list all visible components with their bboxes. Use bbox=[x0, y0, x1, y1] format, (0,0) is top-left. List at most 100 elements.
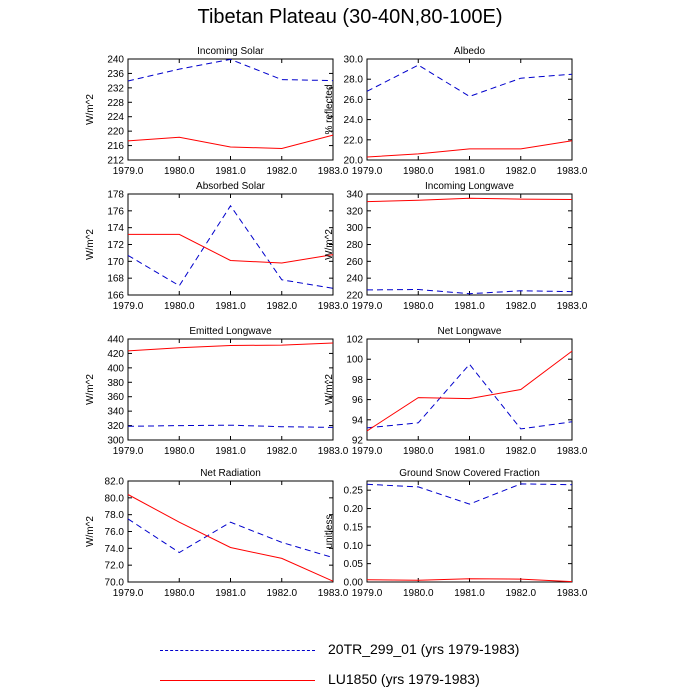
x-tick-label: 1979.0 bbox=[352, 588, 383, 599]
y-tick-label: 232 bbox=[107, 83, 124, 94]
y-tick-label: 380 bbox=[107, 378, 124, 389]
panel-net-radiation: Net Radiation W/m^2 70.0 72.0 74.0 76.0 78.0 80… bbox=[85, 468, 349, 599]
y-tick-label: 170 bbox=[107, 257, 124, 268]
y-tick-label: 98 bbox=[352, 375, 364, 386]
y-tick-label: 228 bbox=[107, 98, 124, 109]
y-tick-label: 94 bbox=[352, 415, 364, 426]
y-tick-label: 172 bbox=[107, 240, 124, 251]
x-tick-label: 1983.0 bbox=[557, 301, 588, 312]
x-tick-label: 1981.0 bbox=[454, 301, 485, 312]
y-tick-label: 440 bbox=[107, 335, 124, 346]
panel-title: Incoming Solar bbox=[197, 46, 264, 57]
x-tick-label: 1983.0 bbox=[318, 446, 349, 457]
y-axis-label: unitless bbox=[324, 515, 335, 549]
y-tick-label: 340 bbox=[346, 190, 363, 201]
x-tick-label: 1983.0 bbox=[557, 446, 588, 457]
x-tick-label: 1979.0 bbox=[352, 301, 383, 312]
x-tick-label: 1981.0 bbox=[215, 446, 246, 457]
x-tick-label: 1981.0 bbox=[454, 166, 485, 177]
panel-title: Net Radiation bbox=[200, 468, 261, 479]
y-axis-label: W/m^2 bbox=[85, 94, 96, 125]
panel-net-longwave: Net Longwave W/m^2 92 94 96 98 100 102 1979.0 198… bbox=[324, 326, 588, 457]
panel-title: Ground Snow Covered Fraction bbox=[399, 468, 540, 479]
series-20tr-line bbox=[127, 204, 334, 289]
x-tick-label: 1980.0 bbox=[403, 166, 434, 177]
panel-title: Emitted Longwave bbox=[189, 326, 272, 337]
x-tick-label: 1979.0 bbox=[352, 446, 383, 457]
x-tick-label: 1980.0 bbox=[403, 588, 434, 599]
x-tick-label: 1979.0 bbox=[113, 301, 144, 312]
y-tick-label: 340 bbox=[107, 407, 124, 418]
series-lu1850-line bbox=[366, 578, 573, 583]
y-tick-label: 0.25 bbox=[344, 486, 364, 497]
plot-frame bbox=[366, 193, 573, 296]
x-tick-label: 1979.0 bbox=[352, 166, 383, 177]
series-20tr-line bbox=[127, 58, 334, 82]
y-tick-label: 220 bbox=[107, 127, 124, 138]
y-tick-label: 30.0 bbox=[344, 55, 364, 66]
y-tick-label: 80.0 bbox=[105, 493, 125, 504]
x-tick-label: 1981.0 bbox=[215, 301, 246, 312]
legend-swatch-dashed bbox=[160, 650, 315, 651]
legend-label-20tr: 20TR_299_01 (yrs 1979-1983) bbox=[328, 641, 520, 657]
panel-albedo: Albedo % reflected 20.0 22.0 24.0 26.0 28.0 30.… bbox=[324, 46, 588, 177]
y-tick-label: 400 bbox=[107, 363, 124, 374]
y-tick-label: 100 bbox=[346, 355, 363, 366]
panel-title: Albedo bbox=[454, 46, 486, 57]
y-tick-label: 178 bbox=[107, 190, 124, 201]
y-tick-label: 28.0 bbox=[344, 75, 364, 86]
x-tick-label: 1980.0 bbox=[164, 446, 195, 457]
y-axis-label: W/m^2 bbox=[85, 229, 96, 260]
panel-title: Net Longwave bbox=[438, 326, 502, 337]
x-tick-label: 1980.0 bbox=[403, 301, 434, 312]
y-axis-label: W/m^2 bbox=[324, 229, 335, 260]
x-tick-label: 1982.0 bbox=[266, 446, 297, 457]
x-tick-label: 1982.0 bbox=[505, 301, 536, 312]
y-tick-label: 216 bbox=[107, 141, 124, 152]
y-tick-label: 0.20 bbox=[344, 504, 364, 515]
y-tick-label: 240 bbox=[346, 274, 363, 285]
y-tick-label: 20.0 bbox=[344, 156, 364, 167]
y-tick-label: 72.0 bbox=[105, 561, 125, 572]
y-tick-label: 420 bbox=[107, 349, 124, 360]
x-tick-label: 1983.0 bbox=[318, 166, 349, 177]
y-tick-label: 82.0 bbox=[105, 477, 125, 488]
plot-frame bbox=[127, 193, 334, 296]
x-tick-label: 1980.0 bbox=[403, 446, 434, 457]
y-tick-label: 0.05 bbox=[344, 559, 364, 570]
series-lu1850-line bbox=[366, 140, 573, 158]
series-20tr-line bbox=[366, 64, 573, 97]
x-tick-label: 1982.0 bbox=[266, 301, 297, 312]
x-tick-label: 1981.0 bbox=[215, 588, 246, 599]
y-axis-label: W/m^2 bbox=[85, 374, 96, 405]
panel-incoming-solar: Incoming Solar W/m^2 212 216 220 224 228 232 236… bbox=[85, 46, 349, 177]
x-tick-label: 1979.0 bbox=[113, 166, 144, 177]
x-tick-label: 1981.0 bbox=[454, 588, 485, 599]
series-lu1850-line bbox=[127, 494, 334, 582]
y-tick-label: 102 bbox=[346, 335, 363, 346]
y-tick-label: 0.10 bbox=[344, 541, 364, 552]
plot-frame bbox=[366, 58, 573, 161]
y-tick-label: 24.0 bbox=[344, 115, 364, 126]
x-tick-label: 1981.0 bbox=[215, 166, 246, 177]
x-tick-label: 1980.0 bbox=[164, 166, 195, 177]
y-tick-label: 168 bbox=[107, 274, 124, 285]
y-tick-label: 174 bbox=[107, 223, 124, 234]
panel-emitted-longwave: Emitted Longwave W/m^2 300 320 340 360 380 400 4… bbox=[85, 326, 349, 457]
y-tick-label: 0.15 bbox=[344, 522, 364, 533]
y-tick-label: 0.00 bbox=[344, 578, 364, 589]
series-lu1850-line bbox=[127, 342, 334, 352]
x-tick-label: 1982.0 bbox=[266, 166, 297, 177]
x-tick-label: 1980.0 bbox=[164, 588, 195, 599]
y-tick-label: 224 bbox=[107, 112, 124, 123]
x-tick-label: 1982.0 bbox=[505, 588, 536, 599]
legend-swatch-solid bbox=[160, 680, 315, 681]
series-lu1850-line bbox=[366, 197, 573, 203]
y-tick-label: 70.0 bbox=[105, 578, 125, 589]
y-tick-label: 280 bbox=[346, 240, 363, 251]
y-tick-label: 78.0 bbox=[105, 510, 125, 521]
y-tick-label: 166 bbox=[107, 291, 124, 302]
y-tick-label: 176 bbox=[107, 206, 124, 217]
y-tick-label: 76.0 bbox=[105, 527, 125, 538]
x-tick-label: 1979.0 bbox=[113, 588, 144, 599]
